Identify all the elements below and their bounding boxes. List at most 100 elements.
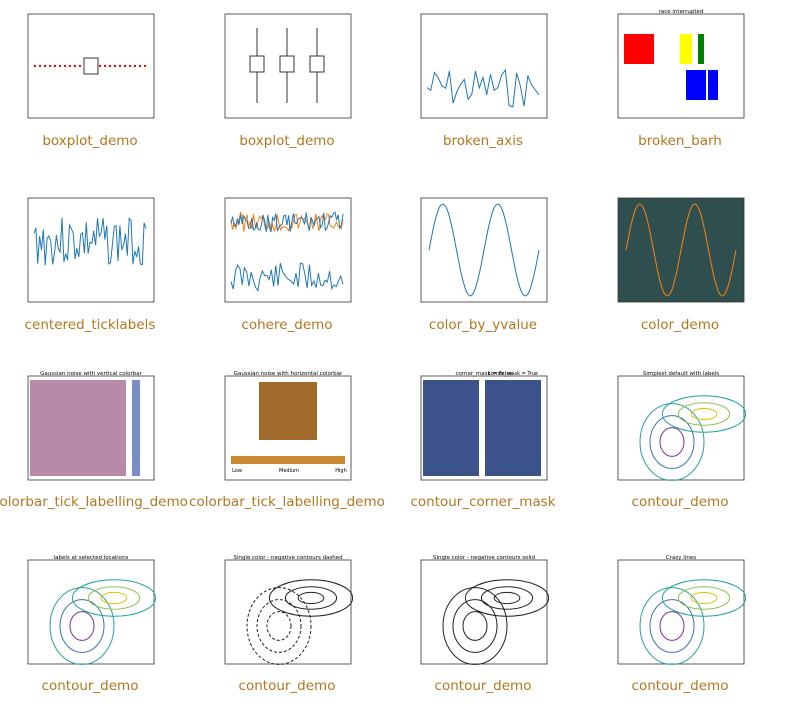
- box: [83, 57, 99, 75]
- gallery-item: broken_axis: [385, 8, 581, 192]
- thumbnail[interactable]: [413, 192, 553, 316]
- thumbnail[interactable]: [217, 192, 357, 316]
- bar: [680, 34, 692, 64]
- contour-line: [649, 415, 695, 469]
- thumbnail[interactable]: [20, 8, 160, 132]
- gallery-item: labels at selected locations contour_demo: [0, 554, 188, 708]
- caption-link[interactable]: colorbar_tick_labelling_demo: [189, 494, 385, 510]
- plot-frame: [420, 13, 548, 119]
- line: [426, 68, 540, 108]
- caption-link[interactable]: colorbar_tick_labelling_demo: [0, 494, 188, 510]
- gallery-item: Gaussian noise with vertical colorbar col…: [0, 370, 188, 554]
- plot-title: Single color - negative contours dashed: [233, 555, 342, 561]
- contour-line: [266, 611, 292, 641]
- contour-line: [297, 591, 325, 605]
- gallery-item: color_demo: [582, 192, 778, 376]
- caption-link[interactable]: cohere_demo: [241, 317, 333, 333]
- contour-line: [71, 579, 157, 617]
- plot-frame: [224, 559, 352, 665]
- contour-line: [464, 579, 550, 617]
- caption-link[interactable]: contour_demo: [631, 678, 729, 694]
- thumbnail[interactable]: Crazy lines: [610, 554, 750, 678]
- thumbnail[interactable]: Simplest default with labels: [610, 370, 750, 494]
- thumbnail[interactable]: Single color - negative contours solid: [413, 554, 553, 678]
- caption-link[interactable]: contour_demo: [434, 678, 532, 694]
- bar: [708, 70, 718, 100]
- contour-line: [49, 587, 115, 665]
- gallery-item: boxplot_demo: [189, 8, 385, 192]
- contour-line: [462, 611, 488, 641]
- plot-title: race interrupted: [659, 9, 704, 15]
- thumbnail[interactable]: Single color - negative contours dashed: [217, 554, 357, 678]
- caption-link[interactable]: contour_demo: [41, 678, 139, 694]
- plot-title: Simplest default with labels: [643, 371, 719, 377]
- colorbar: [132, 380, 140, 476]
- box: [279, 55, 295, 73]
- caption-link[interactable]: broken_barh: [638, 133, 722, 149]
- caption-link[interactable]: contour_demo: [238, 678, 336, 694]
- caption-link[interactable]: contour_demo: [631, 494, 729, 510]
- colorbar-label: Low: [232, 468, 242, 474]
- contour-fill: [423, 380, 479, 476]
- caption-link[interactable]: boxplot_demo: [239, 133, 335, 149]
- caption-link[interactable]: color_by_yvalue: [428, 317, 538, 333]
- caption-link[interactable]: color_demo: [640, 317, 720, 333]
- thumbnail[interactable]: [610, 192, 750, 316]
- contour-line: [690, 591, 718, 605]
- line: [428, 203, 540, 297]
- gallery-item: boxplot_demo: [0, 8, 188, 192]
- gallery-item: Single color - negative contours dashed c…: [189, 554, 385, 708]
- contour-line: [480, 586, 534, 610]
- line: [33, 217, 147, 266]
- contour-line: [659, 611, 685, 641]
- gallery-item: centered_ticklabels: [0, 192, 188, 376]
- caption-link[interactable]: contour_corner_mask: [410, 494, 556, 510]
- gallery-item: Single color - negative contours solid co…: [385, 554, 581, 708]
- plot-frame: [617, 13, 745, 119]
- gallery-item: race interrupted broken_barh: [582, 8, 778, 192]
- caption-link[interactable]: boxplot_demo: [42, 133, 138, 149]
- thumbnail[interactable]: Gaussian noise with vertical colorbar: [20, 370, 160, 494]
- bar: [624, 34, 654, 64]
- contour-line: [661, 395, 747, 433]
- contour-line: [649, 599, 695, 653]
- thumbnail[interactable]: race interrupted: [610, 8, 750, 132]
- contour-line: [661, 579, 747, 617]
- caption-link[interactable]: broken_axis: [442, 133, 524, 149]
- thumbnail[interactable]: [217, 8, 357, 132]
- contour-line: [659, 427, 685, 457]
- thumbnail[interactable]: Gaussian noise with horizontal colorbar L…: [217, 370, 357, 494]
- contour-line: [69, 611, 95, 641]
- plot-frame: [617, 375, 745, 481]
- contour-line: [677, 402, 731, 426]
- plot-title: Gaussian noise with horizontal colorbar: [234, 371, 343, 377]
- contour-line: [256, 599, 302, 653]
- thumbnail[interactable]: [20, 192, 160, 316]
- contour-line: [639, 587, 705, 665]
- colorbar: [231, 456, 345, 464]
- plot-title: labels at selected locations: [54, 555, 129, 561]
- contour-line: [442, 587, 508, 665]
- heatmap: [30, 380, 126, 476]
- caption-link[interactable]: centered_ticklabels: [24, 317, 156, 333]
- plot-title: Single color - negative contours solid: [433, 555, 535, 561]
- contour-line: [268, 579, 354, 617]
- line: [230, 262, 344, 292]
- gallery-item: color_by_yvalue: [385, 192, 581, 376]
- gallery-item: corner_mask = False corner_mask = True con…: [385, 370, 581, 554]
- plot-title: corner_mask = True: [488, 371, 538, 377]
- contour-line: [452, 599, 498, 653]
- contour-line: [493, 591, 521, 605]
- plot-frame: [617, 559, 745, 665]
- gallery-item: cohere_demo: [189, 192, 385, 376]
- bar: [686, 70, 706, 100]
- colorbar-label: Medium: [279, 468, 299, 474]
- thumbnail[interactable]: [413, 8, 553, 132]
- contour-line: [690, 407, 718, 421]
- thumbnail[interactable]: labels at selected locations: [20, 554, 160, 678]
- gallery-item: Gaussian noise with horizontal colorbar L…: [189, 370, 385, 554]
- plot-title: Crazy lines: [666, 555, 696, 561]
- bar: [698, 34, 704, 64]
- plot-title: corner_mask = False: [455, 371, 513, 377]
